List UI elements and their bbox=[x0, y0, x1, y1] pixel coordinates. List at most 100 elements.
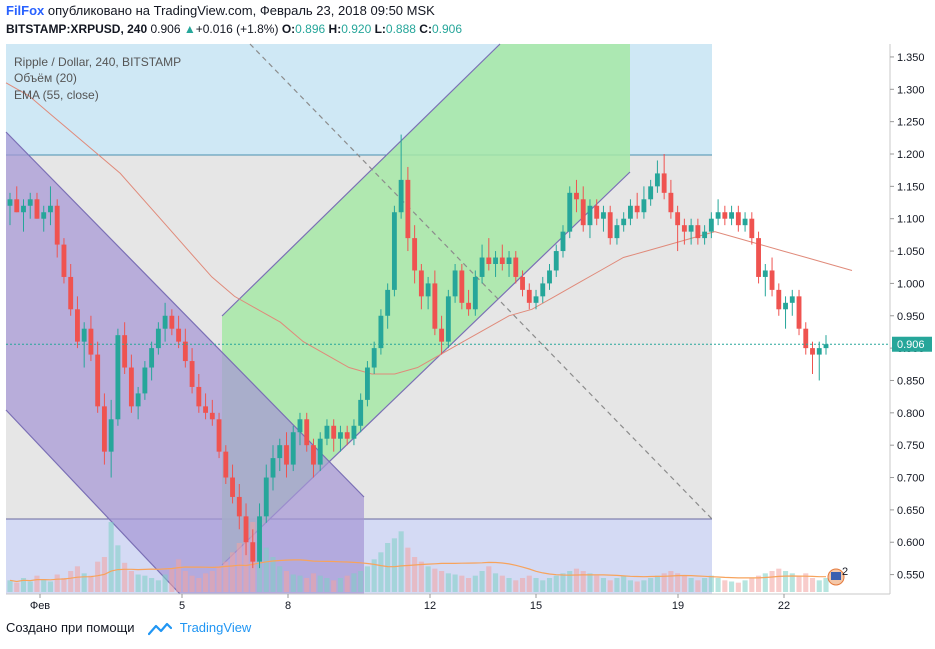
candle-body[interactable] bbox=[702, 231, 708, 239]
candle-body[interactable] bbox=[230, 477, 235, 497]
candle-body[interactable] bbox=[61, 244, 67, 277]
candle-body[interactable] bbox=[48, 205, 53, 213]
candle-body[interactable] bbox=[378, 315, 384, 349]
candle-body[interactable] bbox=[594, 205, 600, 219]
candle-body[interactable] bbox=[756, 238, 761, 277]
candle-body[interactable] bbox=[607, 212, 613, 239]
candle-body[interactable] bbox=[749, 218, 755, 239]
candle-body[interactable] bbox=[263, 477, 269, 517]
candle-body[interactable] bbox=[115, 335, 121, 420]
candle-body[interactable] bbox=[135, 393, 141, 407]
candle-body[interactable] bbox=[34, 199, 40, 219]
candle-body[interactable] bbox=[88, 328, 94, 355]
candle-body[interactable] bbox=[128, 367, 134, 407]
candle-body[interactable] bbox=[816, 348, 822, 355]
candle-body[interactable] bbox=[479, 257, 485, 277]
candle-body[interactable] bbox=[628, 205, 633, 219]
candle-body[interactable] bbox=[654, 173, 660, 187]
candle-body[interactable] bbox=[7, 199, 13, 206]
candle-body[interactable] bbox=[169, 315, 175, 329]
candle-body[interactable] bbox=[236, 496, 242, 517]
candle-body[interactable] bbox=[27, 199, 33, 206]
candle-body[interactable] bbox=[742, 218, 748, 226]
candle-body[interactable] bbox=[344, 432, 350, 439]
candle-body[interactable] bbox=[371, 348, 377, 368]
candle-body[interactable] bbox=[776, 289, 782, 310]
candle-body[interactable] bbox=[284, 445, 289, 465]
candle-body[interactable] bbox=[216, 419, 222, 452]
time-axis[interactable]: Фев 5 8 12 15 19 22 bbox=[30, 594, 790, 612]
candle-body[interactable] bbox=[196, 386, 202, 407]
candle-body[interactable] bbox=[358, 399, 364, 426]
candle-body[interactable] bbox=[533, 296, 539, 303]
candle-body[interactable] bbox=[803, 328, 809, 349]
candle-body[interactable] bbox=[176, 328, 182, 342]
candle-body[interactable] bbox=[452, 270, 458, 297]
candle-body[interactable] bbox=[122, 335, 128, 368]
candle-body[interactable] bbox=[250, 542, 256, 562]
candle-body[interactable] bbox=[75, 309, 80, 342]
candle-body[interactable] bbox=[21, 205, 26, 213]
candle-body[interactable] bbox=[54, 205, 60, 245]
candle-body[interactable] bbox=[41, 212, 47, 219]
candle-body[interactable] bbox=[688, 225, 694, 232]
candle-body[interactable] bbox=[101, 406, 107, 452]
candle-body[interactable] bbox=[499, 257, 505, 264]
candle-body[interactable] bbox=[648, 186, 654, 200]
candle-body[interactable] bbox=[290, 432, 296, 465]
candle-body[interactable] bbox=[722, 212, 728, 219]
candle-body[interactable] bbox=[486, 257, 492, 264]
candle-body[interactable] bbox=[601, 212, 606, 219]
candle-body[interactable] bbox=[459, 270, 465, 303]
candle-body[interactable] bbox=[641, 199, 647, 213]
candle-body[interactable] bbox=[681, 225, 687, 232]
candle-body[interactable] bbox=[735, 212, 741, 226]
candle-body[interactable] bbox=[364, 367, 370, 400]
candle-body[interactable] bbox=[439, 328, 445, 342]
price-chart[interactable]: Ripple / Dollar, 240, BITSTAMP Объём (20… bbox=[0, 0, 935, 612]
candle-body[interactable] bbox=[81, 328, 87, 342]
candle-body[interactable] bbox=[182, 341, 188, 362]
candle-body[interactable] bbox=[729, 212, 735, 219]
dashed-trendline[interactable] bbox=[249, 43, 713, 520]
candle-body[interactable] bbox=[398, 179, 404, 213]
candle-body[interactable] bbox=[540, 283, 546, 297]
candle-body[interactable] bbox=[567, 192, 573, 232]
candle-body[interactable] bbox=[405, 179, 411, 239]
candle-body[interactable] bbox=[95, 354, 101, 407]
candle-body[interactable] bbox=[331, 425, 337, 439]
candle-body[interactable] bbox=[493, 257, 498, 264]
candle-body[interactable] bbox=[668, 192, 674, 213]
candle-body[interactable] bbox=[108, 419, 114, 452]
candle-body[interactable] bbox=[324, 425, 330, 439]
candle-body[interactable] bbox=[708, 218, 714, 232]
candle-body[interactable] bbox=[223, 451, 229, 478]
candle-body[interactable] bbox=[149, 348, 155, 368]
candle-body[interactable] bbox=[297, 419, 303, 433]
candle-body[interactable] bbox=[155, 328, 161, 349]
candle-body[interactable] bbox=[385, 289, 391, 316]
candle-body[interactable] bbox=[425, 283, 431, 297]
candle-body[interactable] bbox=[391, 212, 397, 290]
event-flag-icon[interactable]: 2 bbox=[827, 566, 848, 586]
candle-body[interactable] bbox=[715, 212, 721, 219]
candle-body[interactable] bbox=[412, 238, 418, 271]
candle-body[interactable] bbox=[553, 251, 559, 271]
candle-body[interactable] bbox=[209, 412, 215, 420]
candle-body[interactable] bbox=[762, 270, 768, 277]
candle-body[interactable] bbox=[257, 516, 262, 562]
candle-body[interactable] bbox=[445, 296, 451, 342]
candle-body[interactable] bbox=[587, 205, 593, 226]
candle-body[interactable] bbox=[68, 276, 74, 310]
candle-body[interactable] bbox=[796, 296, 802, 329]
candle-body[interactable] bbox=[506, 257, 512, 264]
candle-body[interactable] bbox=[614, 225, 620, 239]
candle-body[interactable] bbox=[14, 199, 20, 213]
author-name[interactable]: FilFox bbox=[6, 3, 45, 18]
candle-body[interactable] bbox=[142, 367, 148, 394]
candle-body[interactable] bbox=[189, 361, 195, 387]
candle-body[interactable] bbox=[823, 344, 829, 349]
candle-body[interactable] bbox=[162, 315, 168, 329]
candle-body[interactable] bbox=[789, 296, 795, 303]
candle-body[interactable] bbox=[317, 438, 323, 465]
